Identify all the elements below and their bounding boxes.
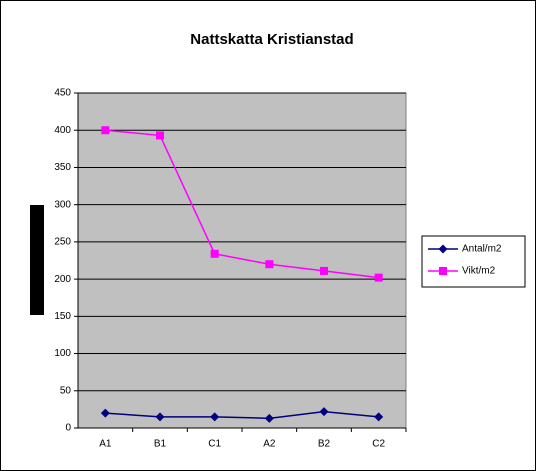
point xyxy=(210,249,219,258)
legend-label: Vikt/m2 xyxy=(462,266,496,277)
x-tick-label: B2 xyxy=(318,439,331,450)
y-tick-label: 50 xyxy=(60,385,72,396)
y-tick-label: 450 xyxy=(54,88,71,99)
legend-box xyxy=(421,235,526,288)
point xyxy=(210,412,220,422)
series-line xyxy=(105,410,379,420)
y-tick-label: 100 xyxy=(54,348,71,359)
point xyxy=(264,413,274,423)
y-tick-label: 0 xyxy=(65,423,71,434)
x-tick-label: C1 xyxy=(208,439,221,450)
point xyxy=(374,273,383,282)
series-line xyxy=(105,129,379,279)
point xyxy=(156,131,164,140)
point xyxy=(438,244,448,254)
x-tick-label: A1 xyxy=(99,439,112,450)
x-tick-label: B1 xyxy=(154,439,167,450)
point xyxy=(439,267,447,275)
x-tick-label: C2 xyxy=(372,439,385,450)
y-tick-label: 400 xyxy=(54,125,71,136)
point xyxy=(265,260,274,269)
point xyxy=(101,126,110,135)
redacted-axis-label xyxy=(30,205,44,315)
legend-label: Antal/m2 xyxy=(462,244,502,255)
point xyxy=(320,266,328,275)
plot-area xyxy=(77,92,407,429)
x-tick-label: A2 xyxy=(263,439,276,450)
point xyxy=(374,412,384,422)
y-tick-label: 250 xyxy=(54,237,71,248)
y-tick-label: 350 xyxy=(54,162,71,173)
y-tick-label: 150 xyxy=(54,311,71,322)
chart-title: Nattskatta Kristianstad xyxy=(190,31,353,48)
point xyxy=(100,408,110,418)
point xyxy=(319,407,329,417)
y-tick-label: 200 xyxy=(54,274,71,285)
point xyxy=(155,412,165,422)
y-tick-label: 300 xyxy=(54,199,71,210)
